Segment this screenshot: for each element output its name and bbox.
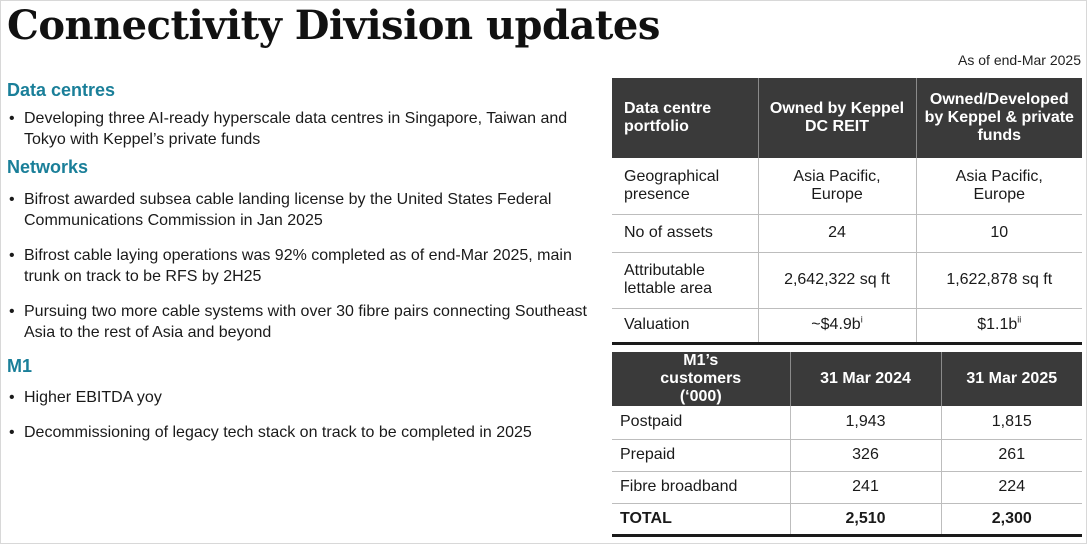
- row-label: Geographical presence: [612, 158, 759, 215]
- row-label: Postpaid: [612, 406, 791, 440]
- cell-value: 2,510: [790, 503, 942, 536]
- valuation-value: $1.1b: [977, 316, 1018, 333]
- as-of-date: As of end-Mar 2025: [958, 52, 1081, 68]
- section-heading: Networks: [7, 157, 89, 177]
- cell-value: 261: [941, 439, 1082, 472]
- total-row: TOTAL 2,510 2,300: [612, 503, 1082, 536]
- column-header: 31 Mar 2025: [966, 370, 1058, 387]
- bullet-item: Bifrost cable laying operations was 92% …: [7, 246, 587, 287]
- row-label: Attributable lettable area: [612, 252, 759, 309]
- table-row: Prepaid 326 261: [612, 439, 1082, 472]
- cell-value: 224: [941, 471, 1082, 504]
- bullet-item: Bifrost awarded subsea cable landing lic…: [7, 190, 587, 231]
- bullet-item: Pursuing two more cable systems with ove…: [7, 302, 587, 343]
- cell-value: Asia Pacific, Europe: [916, 158, 1082, 215]
- column-header: Owned by Keppel DC REIT: [758, 78, 917, 158]
- column-header: 31 Mar 2024: [790, 352, 942, 406]
- cell-value: 1,943: [790, 406, 942, 440]
- column-header: Data centre portfolio: [612, 78, 759, 158]
- row-label: TOTAL: [612, 503, 791, 536]
- bullet-list: Developing three AI-ready hyperscale dat…: [7, 109, 587, 150]
- table-row: Valuation ~$4.9bi $1.1bii: [612, 308, 1082, 344]
- column-header: Owned/Developed by Keppel & private fund…: [924, 91, 1074, 144]
- column-header: M1’s customers (‘000): [612, 352, 791, 406]
- table-header-row: M1’s customers (‘000) 31 Mar 2024 31 Mar…: [612, 352, 1082, 406]
- bullet-list: Bifrost awarded subsea cable landing lic…: [7, 190, 587, 343]
- row-label: No of assets: [612, 214, 759, 253]
- bullet-item: Higher EBITDA yoy: [7, 388, 587, 409]
- section-networks: Networks Bifrost awarded subsea cable la…: [7, 155, 587, 343]
- bullet-item: Developing three AI-ready hyperscale dat…: [7, 109, 587, 150]
- data-centre-portfolio-table: Data centre portfolio Owned by Keppel DC…: [612, 78, 1082, 345]
- section-heading: M1: [7, 356, 33, 376]
- section-data-centres: Data centres Developing three AI-ready h…: [7, 78, 587, 150]
- table-row: Geographical presence Asia Pacific, Euro…: [612, 158, 1082, 215]
- page-title: Connectivity Division updates: [7, 2, 660, 49]
- table-header-row: Data centre portfolio Owned by Keppel DC…: [612, 78, 1082, 158]
- footnote-marker: ii: [1017, 314, 1022, 325]
- m1-customers-table: M1’s customers (‘000) 31 Mar 2024 31 Mar…: [612, 352, 1082, 537]
- cell-value: $1.1bii: [916, 308, 1082, 344]
- bullet-item: Decommissioning of legacy tech stack on …: [7, 423, 587, 444]
- cell-value: 241: [790, 471, 942, 504]
- cell-value: 10: [916, 214, 1082, 253]
- row-label: Valuation: [612, 308, 759, 344]
- cell-value: Asia Pacific, Europe: [758, 158, 917, 215]
- cell-value: 1,622,878 sq ft: [916, 252, 1082, 309]
- cell-value: 2,642,322 sq ft: [758, 252, 917, 309]
- table-row: No of assets 24 10: [612, 214, 1082, 253]
- cell-value: 24: [758, 214, 917, 253]
- cell-value: 2,300: [941, 503, 1082, 536]
- section-m1: M1 Higher EBITDA yoy Decommissioning of …: [7, 354, 587, 443]
- cell-value: ~$4.9bi: [758, 308, 917, 344]
- cell-value: 1,815: [941, 406, 1082, 440]
- footnote-marker: i: [860, 314, 863, 325]
- cell-value: 326: [790, 439, 942, 472]
- table-row: Fibre broadband 241 224: [612, 471, 1082, 504]
- valuation-value: ~$4.9b: [811, 316, 861, 333]
- row-label: Prepaid: [612, 439, 791, 472]
- table-row: Attributable lettable area 2,642,322 sq …: [612, 252, 1082, 309]
- section-heading: Data centres: [7, 80, 116, 100]
- row-label: Fibre broadband: [612, 471, 791, 504]
- table-row: Postpaid 1,943 1,815: [612, 406, 1082, 440]
- updates-column: Data centres Developing three AI-ready h…: [7, 78, 587, 443]
- bullet-list: Higher EBITDA yoy Decommissioning of leg…: [7, 388, 587, 443]
